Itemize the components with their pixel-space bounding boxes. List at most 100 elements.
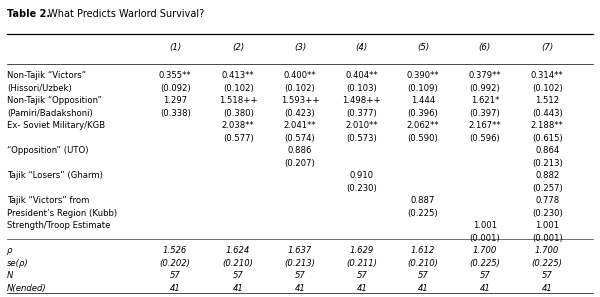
Text: (0.573): (0.573) [346,134,377,143]
Text: (0.225): (0.225) [407,209,439,218]
Text: (0.590): (0.590) [407,134,439,143]
Text: 41: 41 [479,284,490,293]
Text: 57: 57 [356,271,367,280]
Text: (0.574): (0.574) [284,134,316,143]
Text: (4): (4) [356,43,368,52]
Text: (0.213): (0.213) [532,159,563,168]
Text: 2.167**: 2.167** [469,121,501,130]
Text: 41: 41 [233,284,244,293]
Text: N: N [7,271,14,280]
Text: (0.001): (0.001) [532,234,563,243]
Text: (0.338): (0.338) [160,109,191,118]
Text: (0.102): (0.102) [223,84,254,93]
Text: Non-Tajik “Opposition”: Non-Tajik “Opposition” [7,96,102,105]
Text: 1.444: 1.444 [411,96,435,105]
Text: What Predicts Warlord Survival?: What Predicts Warlord Survival? [45,9,205,19]
Text: (0.377): (0.377) [346,109,377,118]
Text: (0.102): (0.102) [532,84,563,93]
Text: 0.404**: 0.404** [346,71,378,80]
Text: 41: 41 [418,284,428,293]
Text: ρ: ρ [7,246,13,255]
Text: (0.615): (0.615) [532,134,563,143]
Text: (1): (1) [169,43,181,52]
Text: 1.526: 1.526 [163,246,187,255]
Text: (0.396): (0.396) [407,109,439,118]
Text: (3): (3) [294,43,306,52]
Text: 57: 57 [479,271,490,280]
Text: (0.092): (0.092) [160,84,191,93]
Text: N(ended): N(ended) [7,284,47,293]
Text: 0.864: 0.864 [535,146,559,155]
Text: 1.498++: 1.498++ [343,96,381,105]
Text: (0.102): (0.102) [284,84,316,93]
Text: (0.423): (0.423) [284,109,316,118]
Text: 0.910: 0.910 [350,171,374,180]
Text: (0.202): (0.202) [160,259,191,268]
Text: 0.355**: 0.355** [159,71,191,80]
Text: (0.577): (0.577) [223,134,254,143]
Text: 57: 57 [295,271,305,280]
Text: Non-Tajik “Victors”: Non-Tajik “Victors” [7,71,86,80]
Text: se(ρ): se(ρ) [7,259,29,268]
Text: 1.624: 1.624 [226,246,250,255]
Text: (0.225): (0.225) [532,259,563,268]
Text: (0.596): (0.596) [469,134,500,143]
Text: 0.778: 0.778 [535,196,559,205]
Text: 1.001: 1.001 [535,221,559,230]
Text: (0.230): (0.230) [346,184,377,193]
Text: 2.038**: 2.038** [222,121,254,130]
Text: 57: 57 [542,271,553,280]
Text: 41: 41 [356,284,367,293]
Text: (6): (6) [479,43,491,52]
Text: 57: 57 [170,271,181,280]
Text: 1.700: 1.700 [535,246,559,255]
Text: (0.213): (0.213) [284,259,316,268]
Text: (0.225): (0.225) [469,259,500,268]
Text: 1.512: 1.512 [535,96,559,105]
Text: 1.621*: 1.621* [470,96,499,105]
Text: (0.992): (0.992) [469,84,500,93]
Text: (0.443): (0.443) [532,109,563,118]
Text: 0.887: 0.887 [411,196,435,205]
Text: 1.297: 1.297 [163,96,187,105]
Text: (2): (2) [232,43,244,52]
Text: 1.700: 1.700 [473,246,497,255]
Text: 1.518++: 1.518++ [219,96,257,105]
Text: (0.380): (0.380) [223,109,254,118]
Text: 1.629: 1.629 [350,246,374,255]
Text: 41: 41 [170,284,181,293]
Text: 2.010**: 2.010** [346,121,378,130]
Text: “Opposition” (UTO): “Opposition” (UTO) [7,146,89,155]
Text: (0.397): (0.397) [469,109,500,118]
Text: (0.210): (0.210) [407,259,439,268]
Text: 0.413**: 0.413** [222,71,254,80]
Text: President’s Region (Kubb): President’s Region (Kubb) [7,209,118,218]
Text: (0.210): (0.210) [223,259,254,268]
Text: Strength/Troop Estimate: Strength/Troop Estimate [7,221,110,230]
Text: (0.230): (0.230) [532,209,563,218]
Text: 2.041**: 2.041** [284,121,316,130]
Text: Tajik “Victors” from: Tajik “Victors” from [7,196,89,205]
Text: 2.188**: 2.188** [531,121,563,130]
Text: 1.637: 1.637 [288,246,312,255]
Text: (5): (5) [417,43,429,52]
Text: 1.001: 1.001 [473,221,497,230]
Text: Table 2.: Table 2. [7,9,50,19]
Text: 0.390**: 0.390** [407,71,439,80]
Text: (0.207): (0.207) [284,159,316,168]
Text: 0.886: 0.886 [288,146,312,155]
Text: 1.593++: 1.593++ [281,96,319,105]
Text: 0.400**: 0.400** [284,71,316,80]
Text: 0.379**: 0.379** [469,71,501,80]
Text: 41: 41 [542,284,553,293]
Text: 1.612: 1.612 [411,246,435,255]
Text: (Hissori/Uzbek): (Hissori/Uzbek) [7,84,72,93]
Text: 0.314**: 0.314** [531,71,563,80]
Text: (0.103): (0.103) [346,84,377,93]
Text: (0.211): (0.211) [346,259,377,268]
Text: 41: 41 [295,284,305,293]
Text: 57: 57 [418,271,428,280]
Text: (0.109): (0.109) [407,84,439,93]
Text: Ex- Soviet Military/KGB: Ex- Soviet Military/KGB [7,121,106,130]
Text: 2.062**: 2.062** [407,121,439,130]
